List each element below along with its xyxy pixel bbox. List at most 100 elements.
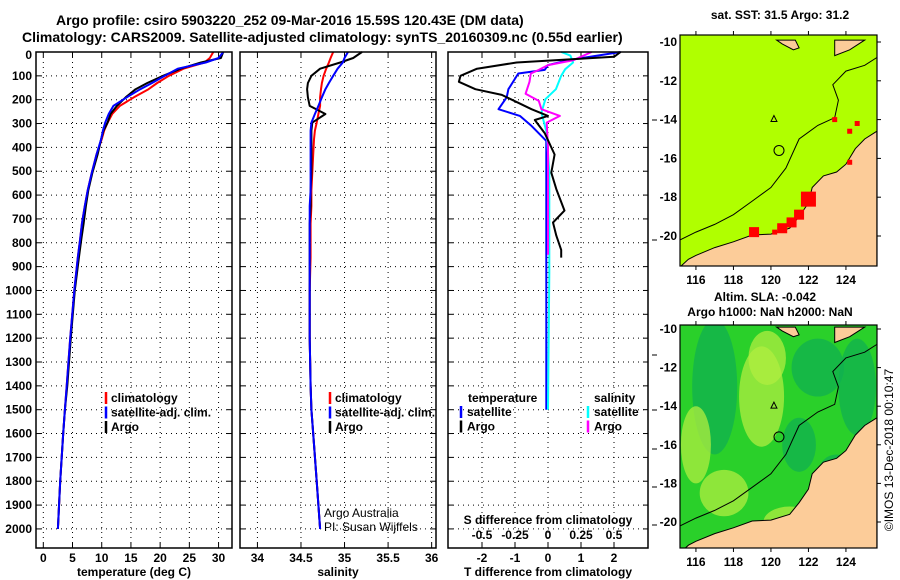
salinity-panel <box>239 51 437 549</box>
legend-label: climatology <box>111 391 178 405</box>
legend-label: satellite <box>594 405 639 419</box>
warm-sst-pixel <box>847 128 853 134</box>
y-tick-label: 700 <box>12 212 32 226</box>
warm-sst-pixel <box>777 223 788 234</box>
legend-group-title: salinity <box>594 391 636 405</box>
x-tick-label: 35 <box>338 551 352 565</box>
y-tick-label: 900 <box>12 260 32 274</box>
y-tick-label: 1000 <box>5 283 32 297</box>
sla-anomaly-patch <box>782 417 816 472</box>
credit-text: PI: Susan Wijffels <box>324 520 418 534</box>
y-tick-label: 100 <box>12 69 32 83</box>
legend-label: satellite-adj. clim. <box>111 406 211 420</box>
series-line-temperature-argo <box>457 51 622 258</box>
temperature-panel <box>35 51 233 549</box>
lon-tick-label: 122 <box>798 273 818 287</box>
lon-tick-label: 116 <box>686 273 706 287</box>
warm-sst-pixel <box>832 117 838 123</box>
x-tick-label: -2 <box>477 551 488 565</box>
sla-anomaly-patch <box>680 406 711 484</box>
warm-sst-pixel <box>800 191 816 207</box>
land-area <box>684 417 877 548</box>
legend-label: satellite <box>467 405 512 419</box>
sla-anomaly-patch <box>748 330 786 385</box>
isobath-contour <box>680 57 877 241</box>
lon-tick-label: 116 <box>686 555 706 569</box>
series-line-climatology <box>308 51 335 529</box>
y-tick-label: 500 <box>12 164 32 178</box>
y-tick-label: 1500 <box>5 403 32 417</box>
island <box>834 39 867 57</box>
lat-tick-label: -12 <box>660 361 678 375</box>
figure-subtitle: Climatology: CARS2009. Satellite-adjuste… <box>22 29 623 45</box>
warm-sst-pixel <box>749 227 760 238</box>
x-tick-label: 0 <box>40 551 47 565</box>
y-tick-label: 1700 <box>5 450 32 464</box>
x2-tick-label: -0.25 <box>501 528 529 542</box>
x-axis-label: temperature (deg C) <box>77 565 191 579</box>
x2-tick-label: 0 <box>545 528 552 542</box>
warm-sst-pixel <box>786 217 797 228</box>
lat-tick-label: -16 <box>660 151 678 165</box>
lat-tick-label: -12 <box>660 74 678 88</box>
map-title: sat. SST: 31.5 Argo: 31.2 <box>711 8 850 22</box>
x2-axis-label: S difference from climatology <box>464 513 633 527</box>
y-tick-label: 1400 <box>5 379 32 393</box>
lat-tick-label: -14 <box>660 113 678 127</box>
x-tick-label: 25 <box>183 551 197 565</box>
map-content <box>680 325 877 548</box>
lon-tick-label: 124 <box>836 273 856 287</box>
credit-text: Argo Australia <box>324 506 399 520</box>
map-frame <box>679 324 878 549</box>
lat-tick-label: -20 <box>660 515 678 529</box>
x2-tick-label: 0.5 <box>606 528 623 542</box>
sla-anomaly-patch <box>791 338 845 397</box>
legend-group-title: temperature <box>468 391 538 405</box>
x2-tick-label: 0.25 <box>569 528 593 542</box>
x-tick-label: 35.5 <box>376 551 400 565</box>
y-tick-label: 0 <box>25 48 32 62</box>
x-tick-label: 1 <box>578 551 585 565</box>
series-line-satellite-adj-clim- <box>56 51 224 529</box>
warm-sst-pixel <box>772 229 778 235</box>
lon-tick-label: 120 <box>761 273 781 287</box>
map-title: Altim. SLA: -0.042 <box>714 290 816 304</box>
warm-sst-pixel <box>854 120 860 126</box>
isobath-contour <box>680 343 877 527</box>
lat-tick-label: -14 <box>660 399 678 413</box>
legend-label: Argo <box>594 420 622 434</box>
x2-tick-label: -0.5 <box>472 528 493 542</box>
map-sla <box>679 321 881 552</box>
lon-tick-label: 118 <box>724 555 744 569</box>
legend-label: Argo <box>111 420 139 434</box>
map-subtitle: Argo h1000: NaN h2000: NaN <box>687 305 852 319</box>
lon-tick-label: 124 <box>836 555 856 569</box>
y-tick-label: 1300 <box>5 355 32 369</box>
figure-title: Argo profile: csiro 5903220_252 09-Mar-2… <box>56 12 524 28</box>
legend-label: Argo <box>467 420 495 434</box>
reef-outline <box>770 401 778 409</box>
y-tick-label: 800 <box>12 236 32 250</box>
lon-tick-label: 122 <box>798 555 818 569</box>
lat-tick-label: -10 <box>660 322 678 336</box>
difference-plot-frame <box>447 51 649 549</box>
warm-sst-pixel <box>847 159 853 165</box>
x-tick-label: 10 <box>95 551 109 565</box>
x-tick-label: 15 <box>124 551 138 565</box>
y-tick-label: 1100 <box>6 307 32 321</box>
map-content <box>680 35 877 266</box>
series-line-temperature-satellite <box>497 51 621 410</box>
legend-label: satellite-adj. clim. <box>335 406 435 420</box>
x-tick-label: 30 <box>212 551 226 565</box>
map-sst <box>679 31 881 270</box>
y-tick-label: 1900 <box>5 498 32 512</box>
island <box>834 326 867 344</box>
island <box>774 39 800 51</box>
x-tick-label: 2 <box>611 551 618 565</box>
x-axis-label: T difference from climatology <box>464 565 632 579</box>
map-frame <box>679 34 878 267</box>
x-tick-label: 5 <box>69 551 76 565</box>
argo-position-marker <box>773 431 785 443</box>
reef-outline <box>770 114 778 123</box>
